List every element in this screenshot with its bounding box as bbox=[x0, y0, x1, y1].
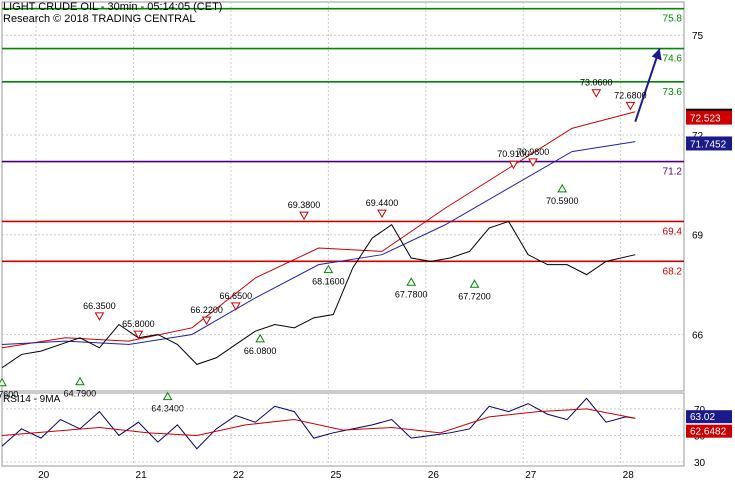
chart-copyright: Research © 2018 TRADING CENTRAL bbox=[3, 13, 196, 25]
peak-marker bbox=[201, 316, 212, 326]
main-grid bbox=[1, 1, 685, 467]
trough-label: 68.1600 bbox=[312, 277, 345, 287]
x-tick-label: 20 bbox=[38, 470, 50, 480]
trough-marker bbox=[162, 391, 173, 401]
level-lines: 75.8 74.6 73.6 71.2 69.4 68.2 bbox=[2, 7, 684, 277]
trough-marker bbox=[406, 277, 417, 286]
peak-marker bbox=[377, 209, 387, 219]
trough-marker bbox=[0, 377, 7, 387]
support-line-label: 68.2 bbox=[663, 266, 683, 277]
forecast-arrow bbox=[634, 48, 661, 123]
trough-label: 66.0800 bbox=[244, 346, 277, 356]
ma-line-MA1 bbox=[1, 111, 636, 349]
trough-label: 70.5900 bbox=[546, 196, 579, 206]
rsi-title: RSI14 - 9MA bbox=[3, 394, 61, 405]
y-tick-label: 75 bbox=[692, 31, 704, 42]
peak-label: 66.6500 bbox=[220, 291, 253, 301]
series-layer bbox=[1, 48, 662, 369]
x-tick-label: 25 bbox=[330, 470, 342, 480]
trough-label: 67.7800 bbox=[395, 289, 428, 299]
peak-label: 73.0600 bbox=[580, 78, 613, 88]
peak-marker bbox=[625, 101, 636, 111]
support-line-label: 69.4 bbox=[663, 226, 683, 237]
y-tick-label: 66 bbox=[692, 330, 704, 341]
peak-marker bbox=[591, 89, 602, 98]
x-tick-label: 27 bbox=[525, 470, 537, 480]
x-tick-label: 21 bbox=[136, 470, 148, 480]
ma1-value-tag-bg bbox=[686, 110, 732, 125]
peak-label: 66.2200 bbox=[190, 305, 223, 315]
pivot-line-label: 71.2 bbox=[663, 167, 683, 178]
peak-marker bbox=[133, 330, 144, 340]
resistance-line-label: 74.6 bbox=[663, 54, 683, 65]
marker-layer: 66.3500 65.8000 66.2200 66.6500 69.3800 69.44… bbox=[0, 78, 647, 414]
trough-marker bbox=[557, 183, 568, 193]
peak-label: 72.6800 bbox=[614, 90, 647, 100]
peak-marker bbox=[528, 158, 538, 167]
trough-marker bbox=[469, 279, 480, 288]
x-tick-label: 22 bbox=[233, 470, 245, 480]
peak-label: 70.9800 bbox=[517, 147, 550, 157]
x-tick-label: 28 bbox=[623, 470, 635, 480]
forecast-arrowhead bbox=[651, 48, 662, 61]
resistance-line-label: 75.8 bbox=[663, 14, 683, 25]
x-tick-label: 26 bbox=[428, 470, 440, 480]
trough-label: 67.7200 bbox=[458, 291, 491, 301]
chart-title: LIGHT CRUDE OIL - 30min - 05:14:05 (CET) bbox=[3, 1, 223, 13]
ma2-value-tag: 71.7452 bbox=[690, 139, 727, 150]
rsi-value-tag: 63.02 bbox=[690, 412, 715, 423]
ma1-value-tag: 72.523 bbox=[690, 114, 721, 125]
trough-marker bbox=[75, 376, 85, 386]
peak-label: 69.4400 bbox=[366, 198, 399, 208]
peak-label: 70.9100 bbox=[497, 149, 530, 159]
trough-label: 64.7600 bbox=[0, 390, 18, 400]
peak-label: 69.3800 bbox=[288, 200, 321, 210]
rsi-line bbox=[1, 397, 636, 450]
rsi-value-bg bbox=[686, 410, 732, 424]
trough-label: 64.7900 bbox=[64, 389, 97, 399]
peak-marker bbox=[230, 302, 241, 311]
peak-label: 65.8000 bbox=[122, 319, 155, 329]
peak-marker bbox=[94, 312, 105, 321]
main-panel-border bbox=[1, 1, 685, 392]
resistance-line-label: 73.6 bbox=[663, 87, 683, 98]
peak-marker bbox=[508, 160, 519, 170]
trough-marker bbox=[255, 333, 266, 343]
rsi-tick-label: 30 bbox=[694, 458, 706, 469]
rsi-ma-line bbox=[1, 408, 636, 436]
rsi-ma-value-tag: 62.6482 bbox=[690, 427, 727, 438]
price-line bbox=[1, 220, 636, 369]
rsi-ma-value-bg bbox=[686, 424, 732, 438]
trough-marker bbox=[323, 264, 334, 274]
rsi-panel-border bbox=[1, 392, 685, 467]
ma2-value-tag-bg bbox=[686, 136, 732, 151]
peak-marker bbox=[299, 211, 309, 221]
peak-label: 66.3500 bbox=[83, 301, 116, 311]
y-tick-label: 69 bbox=[692, 231, 704, 242]
ma-line-MA2 bbox=[1, 141, 636, 345]
